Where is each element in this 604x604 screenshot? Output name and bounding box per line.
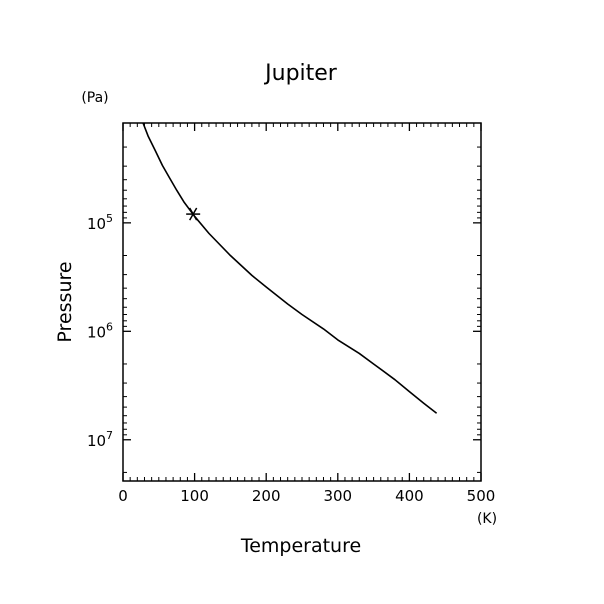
y-axis-label: Pressure [54, 261, 76, 342]
y-tick-labels: 105 106 107 [87, 212, 113, 450]
x-tick-marks [122, 123, 482, 481]
x-tick-label: 400 [395, 487, 424, 505]
series-line-0 [142, 122, 438, 414]
y-tick-label: 106 [87, 320, 113, 341]
y-tick-marks [123, 146, 481, 473]
x-tick-label: 0 [118, 487, 128, 505]
x-axis-label: Temperature [240, 535, 361, 557]
y-tick-label: 107 [87, 429, 113, 450]
asterisk-marker [186, 207, 201, 221]
x-tick-label: 100 [180, 487, 209, 505]
x-tick-label: 500 [467, 487, 496, 505]
plot-frame [122, 122, 482, 482]
y-axis-unit: (Pa) [81, 90, 108, 106]
x-tick-label: 200 [252, 487, 281, 505]
y-tick-label: 105 [87, 212, 113, 233]
series-layer [142, 122, 438, 414]
x-tick-labels: 0 100 200 300 400 500 [118, 487, 495, 505]
x-axis-unit: (K) [477, 511, 497, 527]
chart-title: Jupiter [263, 61, 338, 86]
x-tick-label: 300 [323, 487, 352, 505]
marker-layer [186, 207, 201, 221]
